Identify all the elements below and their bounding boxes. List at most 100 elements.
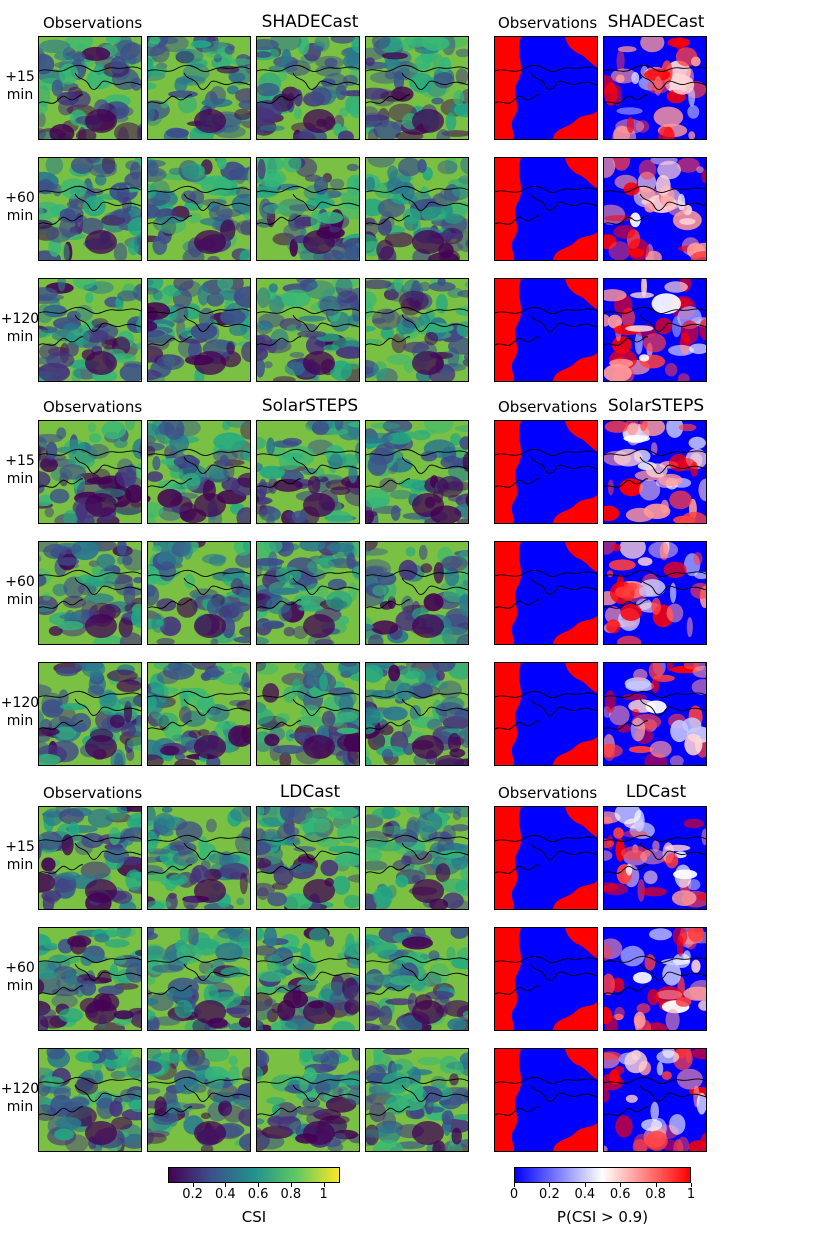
csi-map-panel — [256, 806, 360, 910]
country-border-line — [495, 64, 597, 72]
csi-map-panel — [365, 36, 469, 140]
probability-map-panel — [603, 278, 707, 382]
probability-map-panel — [603, 157, 707, 261]
country-border-line — [39, 306, 141, 314]
csi-map-panel — [147, 927, 251, 1031]
country-border-line — [495, 448, 597, 456]
country-border-line — [74, 842, 141, 860]
model-title-prob: SolarSTEPS — [607, 396, 705, 416]
country-border-line — [183, 193, 250, 211]
country-border-line — [495, 336, 540, 346]
country-border-line — [366, 215, 411, 225]
csi-map-panel — [365, 420, 469, 524]
country-border-line — [74, 963, 141, 981]
country-border-line — [39, 448, 141, 456]
country-border-line — [366, 1076, 468, 1084]
lead-time-label: +15 min — [5, 453, 35, 487]
colorbar-tick-mark — [323, 1183, 325, 1187]
country-border-line — [530, 193, 597, 211]
probability-map-panel — [603, 541, 707, 645]
country-border-line — [495, 215, 540, 225]
probability-map-panel — [494, 806, 598, 910]
country-border-line — [292, 698, 359, 716]
colorbar-tick-mark — [549, 1183, 551, 1187]
country-border-line — [604, 720, 649, 730]
colorbar-tick-mark — [620, 1183, 622, 1187]
csi-map-panel — [147, 36, 251, 140]
country-border-line — [39, 1106, 84, 1116]
country-border-line — [183, 456, 250, 474]
colorbar-tick-label: 0 — [509, 1187, 519, 1202]
country-border-line — [257, 478, 302, 488]
country-border-line — [39, 864, 84, 874]
country-border-line — [292, 1084, 359, 1102]
lead-time-label: +60 min — [5, 574, 35, 608]
observations-title: Observations — [43, 784, 143, 802]
country-border-line — [604, 834, 706, 842]
probability-map-panel — [494, 420, 598, 524]
country-border-line — [401, 314, 468, 332]
csi-map-panel — [256, 541, 360, 645]
lead-time-label: +60 min — [5, 190, 35, 224]
country-border-line — [401, 1084, 468, 1102]
country-border-line — [401, 193, 468, 211]
country-border-line — [495, 1106, 540, 1116]
country-border-line — [530, 314, 597, 332]
csi-map-panel — [38, 927, 142, 1031]
country-border-line — [366, 185, 468, 193]
csi-map-panel — [147, 806, 251, 910]
country-border-line — [183, 72, 250, 90]
probability-colorbar — [514, 1167, 691, 1183]
country-border-line — [366, 864, 411, 874]
csi-map-panel — [256, 278, 360, 382]
lead-time-label: +120 min — [0, 1081, 40, 1115]
probability-map-panel — [603, 806, 707, 910]
country-border-line — [183, 842, 250, 860]
colorbar-tick-label: 1 — [686, 1187, 696, 1202]
csi-map-panel — [365, 1048, 469, 1152]
probability-map-panel — [603, 927, 707, 1031]
country-border-line — [292, 963, 359, 981]
csi-map-panel — [38, 36, 142, 140]
country-border-line — [530, 698, 597, 716]
country-border-line — [604, 985, 649, 995]
csi-map-panel — [365, 662, 469, 766]
country-border-line — [639, 698, 706, 716]
csi-map-panel — [147, 662, 251, 766]
country-border-line — [148, 478, 193, 488]
colorbar-tick-label: 0.2 — [539, 1187, 560, 1202]
country-border-line — [366, 599, 411, 609]
probability-colorbar-label: P(CSI > 0.9) — [556, 1208, 649, 1226]
probability-map-panel — [603, 662, 707, 766]
model-title: SHADECast — [261, 12, 359, 32]
colorbar-tick-label: 1 — [319, 1187, 328, 1202]
country-border-line — [639, 963, 706, 981]
country-border-line — [257, 448, 359, 456]
model-title-prob: SHADECast — [607, 12, 705, 32]
country-border-line — [604, 569, 706, 577]
csi-colorbar-label: CSI — [241, 1208, 267, 1226]
country-border-line — [495, 834, 597, 842]
country-border-line — [495, 478, 540, 488]
colorbar-tick-mark — [584, 1183, 586, 1187]
country-border-line — [639, 1084, 706, 1102]
country-border-line — [495, 690, 597, 698]
country-border-line — [257, 720, 302, 730]
probability-map-panel — [494, 157, 598, 261]
probability-map-panel — [494, 541, 598, 645]
country-border-line — [148, 336, 193, 346]
country-border-line — [74, 72, 141, 90]
country-border-line — [366, 569, 468, 577]
colorbar-tick-mark — [225, 1183, 227, 1187]
country-border-line — [366, 955, 468, 963]
country-border-line — [495, 599, 540, 609]
csi-map-panel — [147, 1048, 251, 1152]
country-border-line — [183, 314, 250, 332]
country-border-line — [39, 336, 84, 346]
country-border-line — [292, 72, 359, 90]
colorbar-tick-label: 0.4 — [574, 1187, 596, 1202]
country-border-line — [604, 478, 649, 488]
colorbar-tick-label: 0.8 — [280, 1187, 302, 1202]
country-border-line — [366, 478, 411, 488]
country-border-line — [183, 963, 250, 981]
